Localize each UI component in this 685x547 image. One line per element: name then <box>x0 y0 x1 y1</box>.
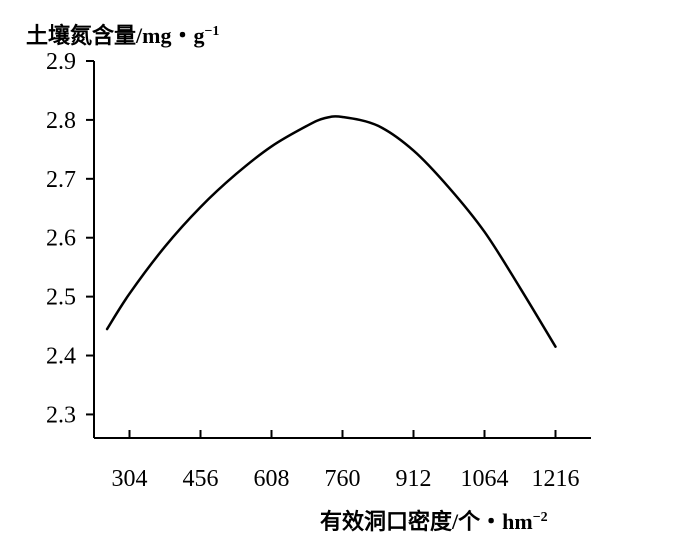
x-tick-label: 304 <box>112 466 148 492</box>
x-tick-label: 608 <box>254 466 290 492</box>
x-tick-label: 1216 <box>532 466 580 492</box>
y-axis-ticks: 2.3 2.4 2.5 2.6 2.7 2.8 2.9 <box>46 49 94 428</box>
x-tick-label: 760 <box>325 466 361 492</box>
y-tick-label: 2.8 <box>46 108 76 134</box>
y-axis-label-superscript: −1 <box>204 24 219 39</box>
x-axis-label: 有效洞口密度/个・hm−2 <box>320 509 548 534</box>
y-tick-label: 2.6 <box>46 226 76 252</box>
y-tick-label: 2.5 <box>46 285 76 311</box>
x-tick-label: 912 <box>396 466 432 492</box>
x-tick-label: 456 <box>183 466 219 492</box>
y-tick-label: 2.4 <box>46 344 76 370</box>
series-line <box>105 115 557 348</box>
x-tick-label: 1064 <box>461 466 509 492</box>
y-tick-label: 2.9 <box>46 49 76 75</box>
y-tick-label: 2.3 <box>46 402 76 428</box>
y-axis-label: 土壤氮含量/mg・g−1 <box>26 23 219 48</box>
y-tick-label: 2.7 <box>46 167 76 193</box>
x-axis-ticks: 304 456 608 760 912 1064 1216 <box>112 430 580 492</box>
x-axis-label-superscript: −2 <box>533 510 548 525</box>
x-axis-label-main: 有效洞口密度/个・hm <box>320 509 533 534</box>
y-axis-label-main: 土壤氮含量/mg・g <box>26 23 204 48</box>
